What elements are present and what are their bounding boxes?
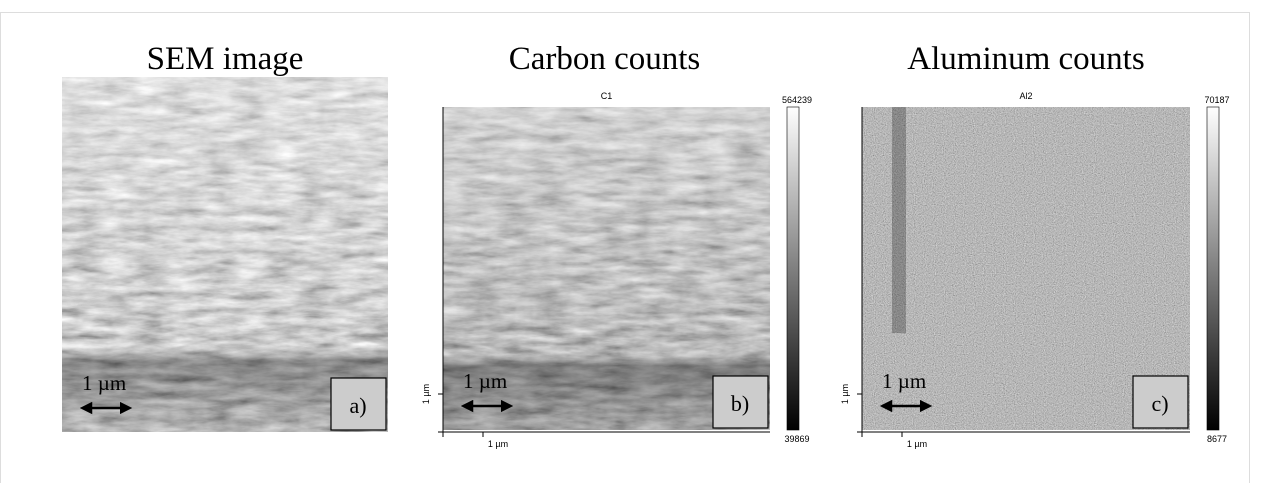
map-title: Al2	[1019, 91, 1032, 101]
frame	[0, 12, 1250, 483]
panel-title: SEM image	[147, 41, 304, 77]
y-axis-label: 1 µm	[840, 384, 850, 404]
x-axis-label: 1 µm	[488, 439, 508, 449]
scale-bar-label: 1 µm	[463, 369, 507, 393]
micrograph-shading	[892, 107, 906, 334]
micrograph-shading	[62, 77, 388, 432]
scale-bar-label: 1 µm	[882, 369, 926, 393]
panel-title: Carbon counts	[509, 41, 701, 77]
panel-label: b)	[731, 391, 749, 416]
colorbar	[786, 106, 800, 431]
map-title: C1	[601, 91, 613, 101]
panel-label: c)	[1151, 391, 1168, 416]
panel-label-box	[712, 375, 769, 429]
y-axis-label: 1 µm	[421, 384, 431, 404]
panel-label-box	[330, 377, 387, 431]
colorbar-min: 8677	[1207, 434, 1227, 444]
x-axis-label: 1 µm	[907, 439, 927, 449]
colorbar-max: 564239	[782, 95, 812, 105]
scale-bar-label: 1 µm	[82, 371, 126, 395]
colorbar-max: 70187	[1204, 95, 1229, 105]
colorbar-min: 39869	[784, 434, 809, 444]
panel-title: Aluminum counts	[907, 41, 1144, 77]
panel-label: a)	[349, 393, 366, 418]
panel-label-box	[1132, 375, 1189, 429]
colorbar	[1206, 106, 1220, 431]
